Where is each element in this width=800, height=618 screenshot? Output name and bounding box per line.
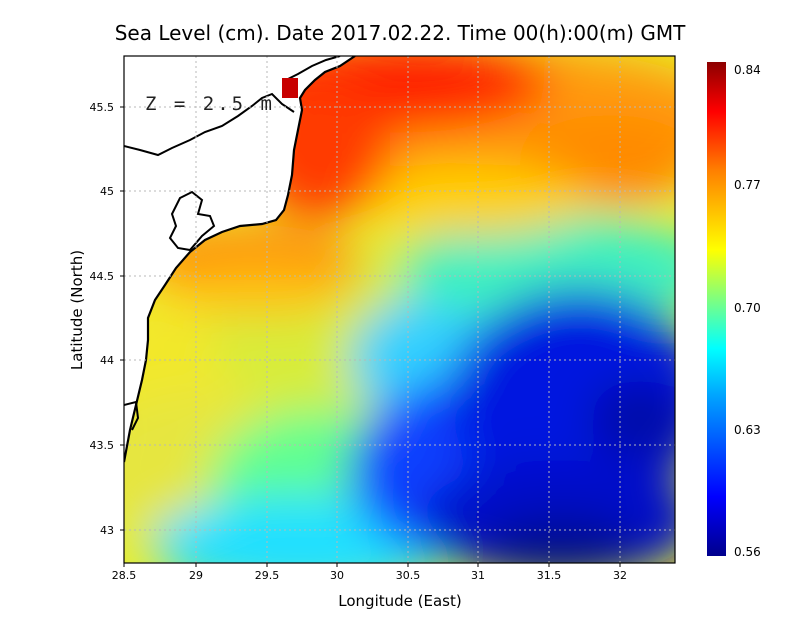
y-axis-label: Latitude (North) — [68, 250, 86, 370]
colorbar-tick-label: 0.63 — [734, 423, 761, 437]
x-tick-label: 29.5 — [255, 569, 280, 582]
y-tick-label: 44 — [100, 354, 114, 367]
estuary-shoreline — [168, 190, 216, 252]
x-axis-label: Longitude (East) — [338, 592, 461, 610]
x-tick-label: 28.5 — [112, 569, 137, 582]
colorbar-tick-label: 0.84 — [734, 63, 761, 77]
coastline — [124, 56, 356, 463]
x-axis: 28.5 29 29.5 30 30.5 31 31.5 32 Longitud… — [112, 563, 627, 610]
delta-shoreline — [285, 56, 341, 81]
colorbar-tick-label: 0.70 — [734, 301, 761, 315]
colorbar-tick-label: 0.56 — [734, 545, 761, 559]
x-tick-label: 31 — [471, 569, 485, 582]
land-mass — [124, 56, 355, 462]
y-tick-label: 44.5 — [90, 270, 115, 283]
red-cell — [282, 78, 298, 98]
colorbar: 0.84 0.77 0.70 0.63 0.56 — [707, 62, 761, 559]
field-blobs — [124, 56, 675, 563]
x-tick-label: 30 — [330, 569, 344, 582]
y-tick-label: 45 — [100, 185, 114, 198]
y-tick-label: 43.5 — [90, 439, 115, 452]
y-axis: 43 43.5 44 44.5 45 45.5 Latitude (North) — [68, 101, 124, 537]
x-tick-label: 31.5 — [537, 569, 562, 582]
y-tick-label: 43 — [100, 524, 114, 537]
chart-title: Sea Level (cm). Date 2017.02.22. Time 00… — [115, 21, 686, 45]
inland-shoreline — [124, 92, 295, 157]
plot-frame — [123, 55, 676, 564]
plot-area — [124, 56, 675, 563]
x-tick-label: 29 — [189, 569, 203, 582]
grid-lines — [124, 56, 675, 563]
x-tick-label: 30.5 — [396, 569, 421, 582]
southwest-shoreline — [124, 400, 140, 431]
colorbar-gradient — [707, 62, 726, 556]
x-tick-label: 32 — [613, 569, 627, 582]
colorbar-tick-label: 0.77 — [734, 178, 761, 192]
depth-annotation: Z = 2.5 m — [145, 93, 275, 115]
y-tick-label: 45.5 — [90, 101, 115, 114]
